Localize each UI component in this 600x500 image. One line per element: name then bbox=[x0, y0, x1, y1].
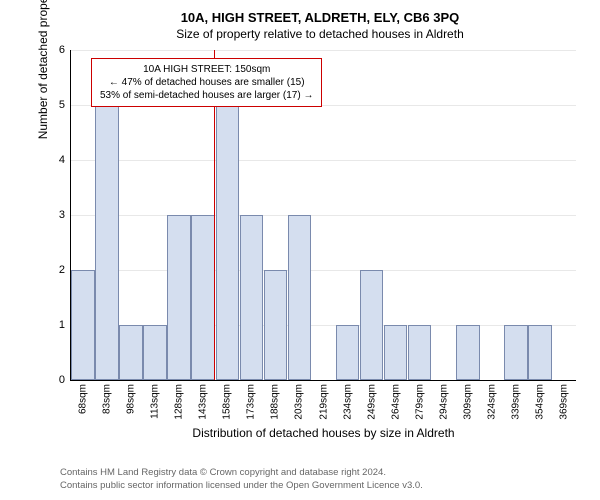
y-axis-label: Number of detached properties bbox=[36, 0, 50, 139]
x-axis-label: Distribution of detached houses by size … bbox=[192, 426, 454, 440]
xtick-label: 173sqm bbox=[246, 384, 257, 420]
histogram-bar bbox=[167, 215, 191, 380]
ytick-label: 2 bbox=[59, 264, 65, 276]
gridline bbox=[71, 160, 576, 161]
histogram-bar bbox=[288, 215, 312, 380]
xtick-label: 279sqm bbox=[414, 384, 425, 420]
xtick-label: 98sqm bbox=[126, 384, 137, 414]
ytick-label: 6 bbox=[59, 44, 65, 56]
xtick-label: 188sqm bbox=[270, 384, 281, 420]
xtick-label: 143sqm bbox=[198, 384, 209, 420]
annotation-box: 10A HIGH STREET: 150sqm ← 47% of detache… bbox=[91, 58, 322, 107]
xtick-label: 339sqm bbox=[510, 384, 521, 420]
footer: Contains HM Land Registry data © Crown c… bbox=[60, 467, 423, 492]
histogram-bar bbox=[95, 105, 119, 380]
annotation-line3: 53% of semi-detached houses are larger (… bbox=[100, 89, 313, 102]
histogram-bar bbox=[504, 325, 528, 380]
histogram-bar bbox=[456, 325, 480, 380]
plot-area: Number of detached properties Distributi… bbox=[70, 50, 576, 381]
annotation-line1: 10A HIGH STREET: 150sqm bbox=[100, 63, 313, 76]
ytick-label: 1 bbox=[59, 319, 65, 331]
gridline bbox=[71, 270, 576, 271]
histogram-bar bbox=[71, 270, 95, 380]
xtick-label: 309sqm bbox=[462, 384, 473, 420]
xtick-label: 158sqm bbox=[222, 384, 233, 420]
chart-title-sub: Size of property relative to detached ho… bbox=[50, 27, 590, 41]
histogram-bar bbox=[216, 105, 240, 380]
xtick-label: 68sqm bbox=[78, 384, 89, 414]
histogram-bar bbox=[528, 325, 552, 380]
xtick-label: 203sqm bbox=[294, 384, 305, 420]
xtick-label: 324sqm bbox=[486, 384, 497, 420]
footer-line2: Contains public sector information licen… bbox=[60, 480, 423, 492]
xtick-label: 369sqm bbox=[558, 384, 569, 420]
xtick-label: 219sqm bbox=[318, 384, 329, 420]
ytick-label: 3 bbox=[59, 209, 65, 221]
xtick-label: 234sqm bbox=[342, 384, 353, 420]
xtick-label: 354sqm bbox=[534, 384, 545, 420]
histogram-bar bbox=[143, 325, 167, 380]
histogram-bar bbox=[336, 325, 360, 380]
histogram-bar bbox=[384, 325, 408, 380]
histogram-bar bbox=[360, 270, 384, 380]
ytick-label: 4 bbox=[59, 154, 65, 166]
xtick-label: 128sqm bbox=[174, 384, 185, 420]
histogram-bar bbox=[240, 215, 264, 380]
xtick-label: 294sqm bbox=[438, 384, 449, 420]
xtick-label: 83sqm bbox=[102, 384, 113, 414]
gridline bbox=[71, 50, 576, 51]
histogram-bar bbox=[191, 215, 215, 380]
histogram-bar bbox=[408, 325, 432, 380]
histogram-bar bbox=[119, 325, 143, 380]
xtick-label: 264sqm bbox=[390, 384, 401, 420]
annotation-line2: ← 47% of detached houses are smaller (15… bbox=[100, 76, 313, 89]
chart-title-main: 10A, HIGH STREET, ALDRETH, ELY, CB6 3PQ bbox=[50, 10, 590, 25]
ytick-label: 0 bbox=[59, 374, 65, 386]
ytick-label: 5 bbox=[59, 99, 65, 111]
histogram-bar bbox=[264, 270, 288, 380]
xtick-label: 113sqm bbox=[150, 384, 161, 419]
footer-line1: Contains HM Land Registry data © Crown c… bbox=[60, 467, 423, 479]
xtick-label: 249sqm bbox=[366, 384, 377, 420]
gridline bbox=[71, 215, 576, 216]
